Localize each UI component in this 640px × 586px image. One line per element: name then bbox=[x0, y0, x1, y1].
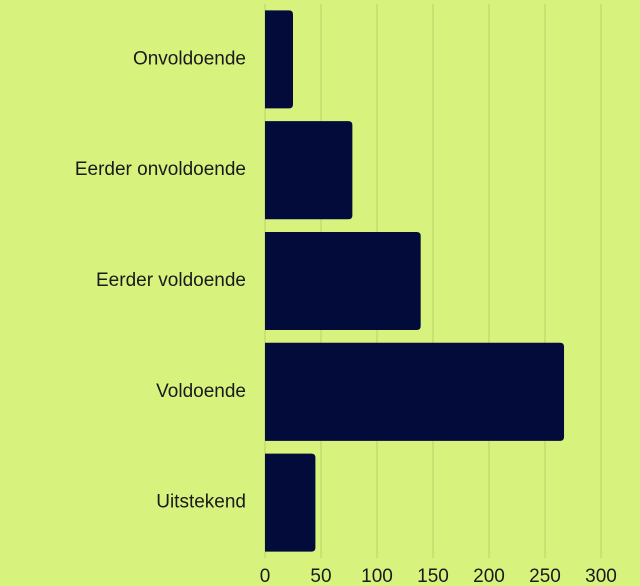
y-tick-label: Onvoldoende bbox=[133, 48, 246, 69]
x-tick-label: 0 bbox=[260, 566, 271, 586]
x-tick-label: 300 bbox=[585, 566, 617, 586]
y-tick-label: Uitstekend bbox=[156, 492, 246, 513]
bar bbox=[265, 231, 421, 331]
x-tick-label: 250 bbox=[529, 566, 561, 586]
bar bbox=[265, 342, 565, 441]
bar bbox=[265, 121, 353, 220]
y-tick-label: Eerder voldoende bbox=[96, 270, 246, 291]
x-tick-label: 100 bbox=[361, 566, 393, 586]
x-tick-label: 200 bbox=[473, 566, 505, 586]
y-tick-label: Eerder onvoldoende bbox=[75, 159, 246, 180]
y-tick-label: Voldoende bbox=[156, 381, 246, 402]
bar bbox=[265, 453, 316, 552]
x-tick-label: 50 bbox=[310, 566, 331, 586]
bar bbox=[265, 10, 293, 109]
x-tick-label: 150 bbox=[417, 566, 449, 586]
